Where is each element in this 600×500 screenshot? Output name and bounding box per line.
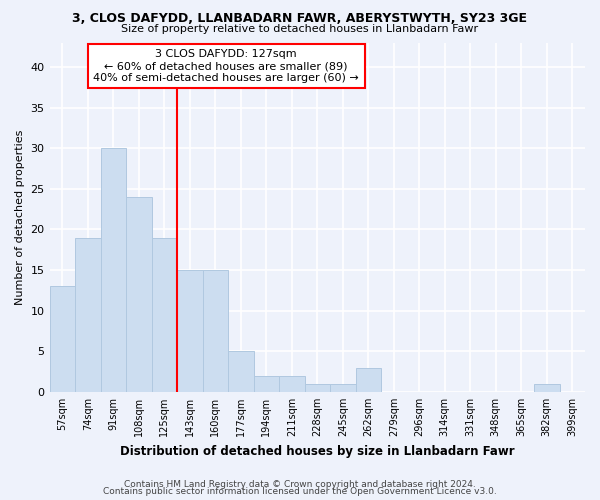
Bar (50, 286, 75, 392)
Bar (356, 368, 381, 392)
Bar (203, 270, 228, 392)
Bar (279, 376, 305, 392)
X-axis label: Distribution of detached houses by size in Llanbadarn Fawr: Distribution of detached houses by size … (120, 444, 515, 458)
Bar (330, 384, 356, 392)
Bar (534, 384, 560, 392)
Bar (101, 148, 126, 392)
Bar (228, 352, 254, 392)
Bar (177, 270, 203, 392)
Bar (126, 197, 152, 392)
Text: 3, CLOS DAFYDD, LLANBADARN FAWR, ABERYSTWYTH, SY23 3GE: 3, CLOS DAFYDD, LLANBADARN FAWR, ABERYST… (73, 12, 527, 26)
Text: 3 CLOS DAFYDD: 127sqm
← 60% of detached houses are smaller (89)
40% of semi-deta: 3 CLOS DAFYDD: 127sqm ← 60% of detached … (94, 50, 359, 82)
Bar (75, 238, 101, 392)
Y-axis label: Number of detached properties: Number of detached properties (15, 130, 25, 305)
Text: Size of property relative to detached houses in Llanbadarn Fawr: Size of property relative to detached ho… (121, 24, 479, 34)
Bar (152, 238, 177, 392)
Bar (254, 376, 279, 392)
Text: Contains HM Land Registry data © Crown copyright and database right 2024.: Contains HM Land Registry data © Crown c… (124, 480, 476, 489)
Bar (305, 384, 330, 392)
Text: Contains public sector information licensed under the Open Government Licence v3: Contains public sector information licen… (103, 488, 497, 496)
